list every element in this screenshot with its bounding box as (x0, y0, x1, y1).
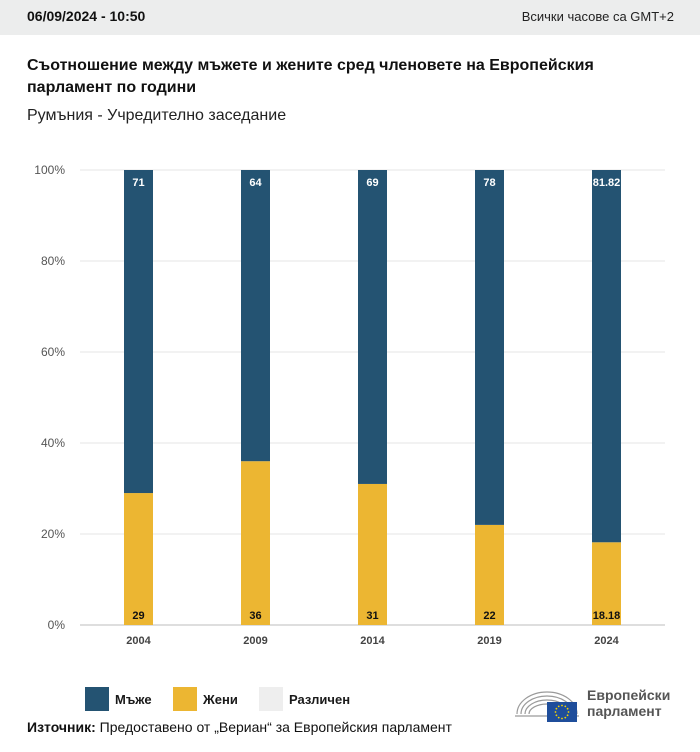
data-label-men: 81.82 (593, 177, 621, 189)
legend-label-men: Мъже (115, 692, 152, 707)
bar-women (241, 461, 270, 625)
bar-women (475, 524, 504, 625)
x-tick-label: 2024 (594, 635, 619, 647)
y-tick-label: 0% (48, 618, 66, 632)
source-label: Източник: (27, 719, 96, 735)
chart-subtitle: Румъния - Учредително заседание (27, 107, 287, 124)
european-parliament-logo: Европейски парламент (513, 684, 683, 724)
data-label-women: 22 (483, 610, 495, 622)
x-tick-label: 2004 (126, 635, 151, 647)
chart-title: Съотношение между мъжете и жените сред ч… (27, 57, 594, 96)
legend-swatch-men (85, 687, 109, 711)
y-tick-label: 40% (41, 436, 65, 450)
data-label-women: 18.18 (593, 610, 621, 622)
bar-women (592, 542, 621, 625)
top-bar: 06/09/2024 - 10:50 Всички часове са GMT+… (0, 0, 700, 35)
data-label-men: 69 (366, 177, 378, 189)
legend-swatch-women (173, 687, 197, 711)
data-label-men: 64 (249, 177, 262, 189)
legend-swatch-various (259, 687, 283, 711)
bar-women (124, 493, 153, 625)
y-tick-label: 80% (41, 254, 65, 268)
bar-men (592, 170, 621, 543)
bar-men (475, 170, 504, 525)
logo-line-1: Европейски (587, 687, 671, 703)
logo-text: Европейски парламент (587, 687, 670, 719)
data-label-women: 29 (132, 610, 144, 622)
timezone-note: Всички часове са GMT+2 (521, 9, 674, 24)
timestamp: 06/09/2024 - 10:50 (27, 8, 146, 24)
bar-women (358, 483, 387, 625)
data-label-women: 31 (366, 610, 378, 622)
data-label-women: 36 (249, 610, 261, 622)
x-tick-label: 2019 (477, 635, 501, 647)
y-tick-label: 100% (34, 163, 65, 177)
bar-men (241, 170, 270, 462)
x-tick-label: 2009 (243, 635, 267, 647)
y-tick-label: 20% (41, 527, 65, 541)
bar-men (358, 170, 387, 484)
parliament-hemicycle-icon (515, 691, 579, 722)
legend-label-various: Различен (289, 692, 351, 707)
y-tick-label: 60% (41, 345, 65, 359)
logo-line-2: парламент (587, 703, 662, 719)
bar-men (124, 170, 153, 494)
source-note: Източник: Предоставено от „Вериан“ за Ев… (27, 719, 452, 735)
data-label-men: 78 (483, 177, 495, 189)
source-text: Предоставено от „Вериан“ за Европейския … (99, 719, 452, 735)
legend-label-women: Жени (203, 692, 238, 707)
stacked-bar-chart: 0% 20% 40% 60% 80% 100% 71 29 2004 64 36 2009 69 31 20… (34, 163, 665, 647)
data-label-men: 71 (132, 177, 144, 189)
x-tick-label: 2014 (360, 635, 385, 647)
